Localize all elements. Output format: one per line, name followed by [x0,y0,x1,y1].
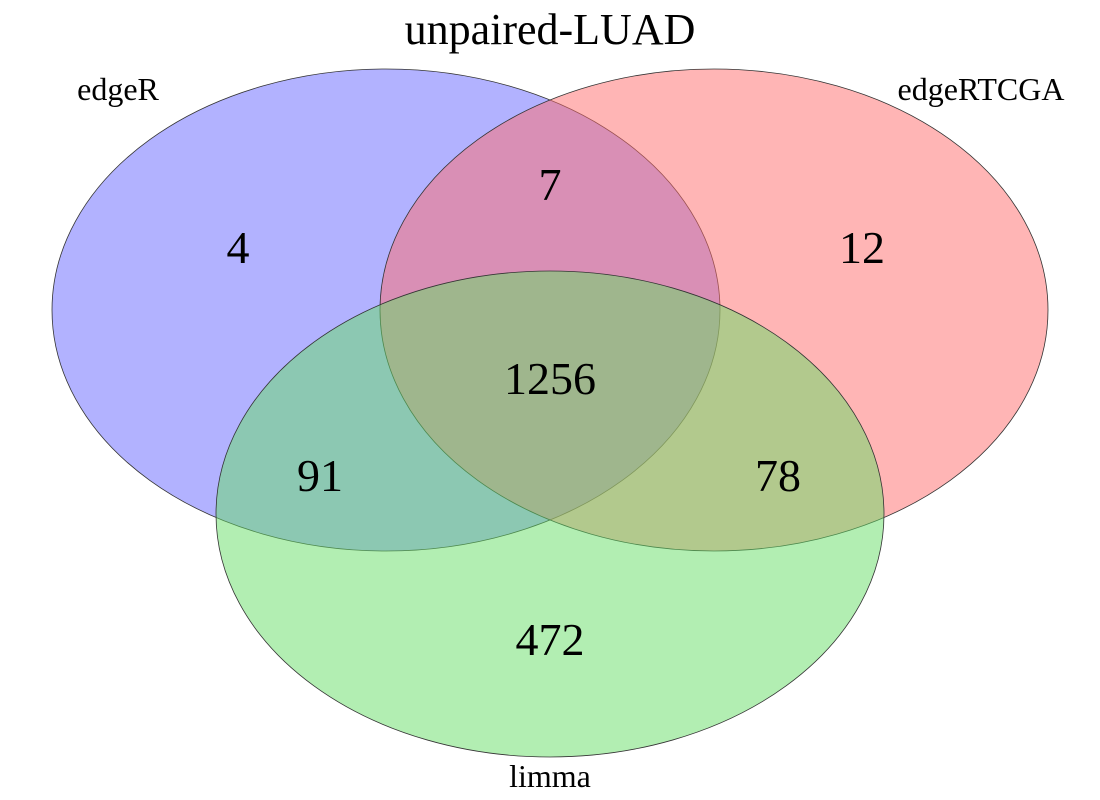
count-all-three: 1256 [504,353,596,404]
set-label-limma: limma [509,758,591,794]
set-label-edgeR: edgeR [77,71,159,107]
count-edgeR-edgeRTCGA: 7 [539,159,562,210]
set-label-edgeRTCGA: edgeRTCGA [898,71,1065,107]
count-edgeRTCGA-only: 12 [839,222,885,273]
count-edgeR-only: 4 [227,222,250,273]
count-edgeRTCGA-limma: 78 [755,450,801,501]
chart-title: unpaired-LUAD [405,5,696,54]
set-limma-ellipse [215,270,885,758]
count-limma-only: 472 [516,614,585,665]
count-edgeR-limma: 91 [297,450,343,501]
